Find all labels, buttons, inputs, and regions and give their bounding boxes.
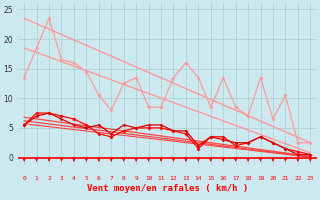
X-axis label: Vent moyen/en rafales ( km/h ): Vent moyen/en rafales ( km/h ) xyxy=(87,184,248,193)
